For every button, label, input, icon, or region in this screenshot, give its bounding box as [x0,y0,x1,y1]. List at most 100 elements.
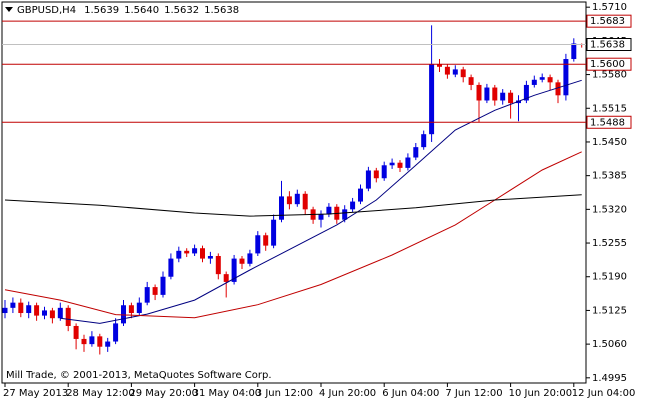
candle-body [555,82,561,96]
current-price-label: 1.5638 [590,40,625,51]
level-box [586,14,632,28]
level-label: 1.5600 [590,59,625,70]
candle-body [152,287,158,295]
y-tick-label: 1.5320 [592,204,627,215]
level-box [586,57,632,71]
candle-body [358,188,363,202]
candle-body [318,214,324,220]
header-high: 1.5640 [124,5,159,16]
candle-body [437,64,442,67]
plot-layer [2,20,586,355]
y-tick-label: 1.5450 [592,137,627,148]
y-tick-label: 1.5385 [592,171,627,182]
candle-body [468,77,474,85]
moving-average [4,151,582,319]
candle-body [192,248,198,254]
x-tick-label: 7 Jun 12:00 [445,388,502,399]
candle-body [113,323,119,342]
header-low: 1.5632 [164,5,199,16]
candle-body [73,325,79,339]
level-label: 1.5488 [590,117,625,128]
x-tick-label: 10 Jun 20:00 [509,388,573,399]
x-tick-label: 29 May 20:00 [129,388,198,399]
header-close: 1.5638 [204,5,239,16]
y-tick-label: 1.5060 [592,339,627,350]
candle-body [405,157,411,168]
candle-body [89,336,95,345]
candle-body [531,79,537,85]
y-tick-label: 1.5515 [592,103,627,114]
y-tick-label: 1.5580 [592,70,627,81]
level-box [586,115,632,129]
candle-body [571,43,577,60]
candle-body [508,92,514,104]
candle-body [26,305,32,314]
x-tick-label: 6 Jun 04:00 [382,388,439,399]
candle-body [200,248,205,259]
candle-body [397,162,403,168]
candle-body [215,256,221,275]
y-tick-label: 1.5190 [592,272,627,283]
candle-body [105,341,111,347]
plot-frame [1,1,587,384]
candle-body [326,206,332,215]
header-open: 1.5639 [84,5,119,16]
candle-body [223,274,229,282]
candle-body [492,87,498,101]
footer: Mill Trade, © 2001-2013, MetaQuotes Soft… [6,370,272,381]
candle-body [389,162,395,166]
x-tick-label: 28 May 12:00 [66,388,135,399]
candle-body [452,69,458,75]
candle-body [18,302,24,314]
candle-body [10,302,16,308]
candle-body [500,92,506,101]
y-tick-label: 1.5710 [592,2,627,13]
candle-body [350,201,356,210]
candle-body [128,305,134,314]
candle-body [444,66,450,75]
candle-body [121,305,126,324]
candle-body [421,134,427,148]
x-tick-label: 31 May 04:00 [193,388,262,399]
y-tick-label: 1.5255 [592,238,627,249]
candle-body [81,338,87,345]
candle-body [2,307,8,314]
candle-body [160,276,166,295]
candle-body [49,310,55,319]
candle-body [255,235,261,254]
candle-body [168,258,174,277]
candle-body [476,84,482,101]
level-label: 1.5683 [590,16,625,27]
y-tick-label: 1.4995 [592,373,627,384]
candle-body [373,170,379,179]
candle-body [144,287,150,303]
candle-body [413,147,419,158]
moving-average [4,194,582,217]
candle-body [263,235,269,246]
candle-body [563,59,569,96]
candle-body [97,336,103,347]
candle-body [286,196,292,205]
candle-body [365,170,371,189]
x-tick-label: 3 Jun 12:00 [256,388,313,399]
candle-body [460,69,466,78]
candle-body [302,193,308,210]
y-tick-label: 1.5125 [592,305,627,316]
symbol: GBPUSD,H4 [17,5,76,16]
menu-arrow[interactable] [5,7,13,12]
candle-body [547,77,553,83]
candle-body [271,219,277,246]
candle-body [294,193,300,205]
candle-body [539,77,545,80]
candle-body [176,250,182,259]
x-tick-label: 12 Jun 04:00 [572,388,636,399]
candle-body [136,302,142,314]
candle-body [523,84,529,101]
current-price-box [586,38,632,52]
candle-body [34,305,40,316]
candle-body [65,307,71,326]
candle-body [207,256,213,259]
candle-body [279,196,284,220]
